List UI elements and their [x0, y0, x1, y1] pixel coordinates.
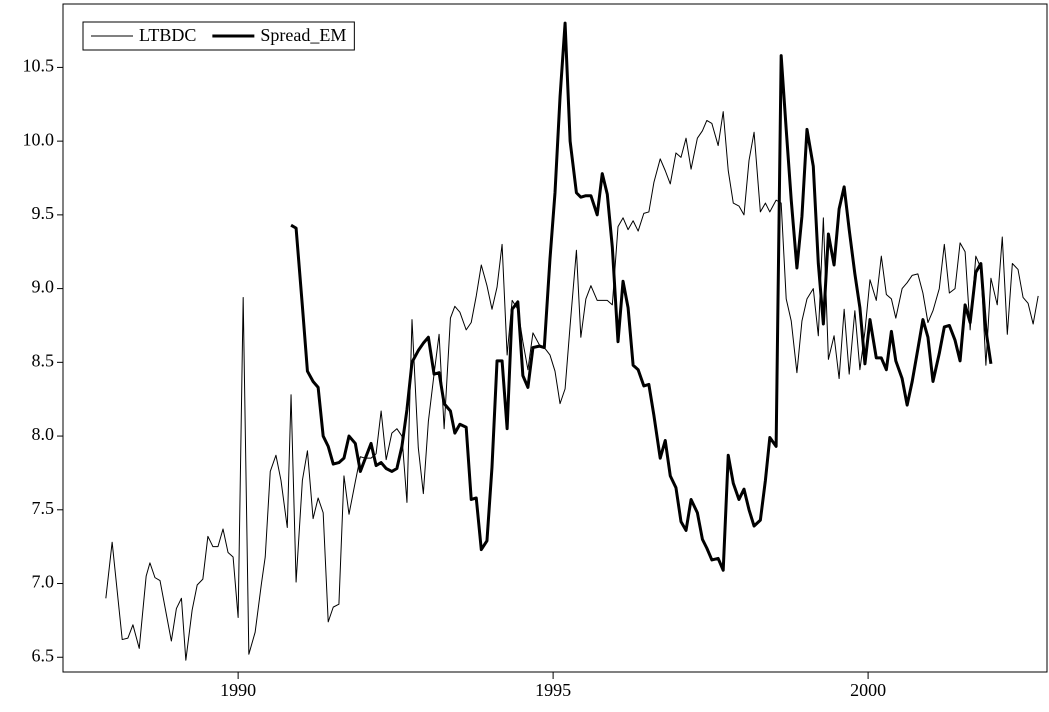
series-line: [290, 21, 993, 572]
y-tick-label: 10.0: [23, 129, 55, 149]
y-tick-label: 8.0: [32, 424, 55, 444]
y-tick-label: 8.5: [32, 350, 55, 370]
legend: LTBDC Spread_EM: [82, 21, 355, 51]
y-tick-label: 10.5: [23, 56, 55, 76]
legend-label: LTBDC: [139, 25, 196, 45]
x-tick-label: 2000: [850, 680, 886, 700]
x-tick-label: 1995: [535, 680, 571, 700]
y-tick-label: 9.5: [32, 203, 55, 223]
y-tick-label: 7.5: [32, 498, 55, 518]
x-tick-label: 1990: [220, 680, 256, 700]
plot-frame: [62, 3, 1048, 673]
series-line: [105, 111, 1039, 661]
y-tick-label: 9.0: [32, 277, 55, 297]
legend-label: Spread_EM: [260, 25, 346, 45]
y-tick-label: 7.0: [32, 572, 55, 592]
y-tick-label: 6.5: [32, 645, 55, 665]
